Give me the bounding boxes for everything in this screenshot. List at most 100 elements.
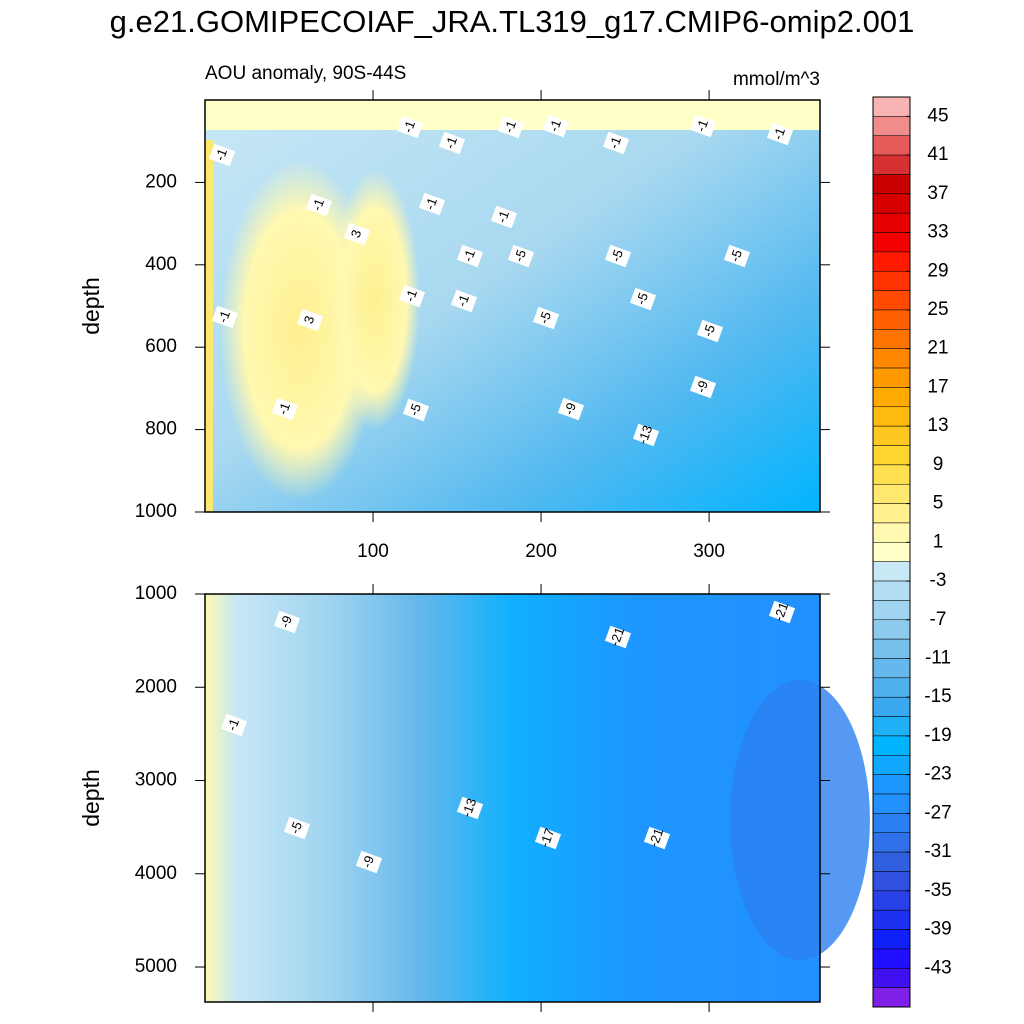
contour-label: -1 bbox=[402, 288, 420, 304]
colorbar-label: -15 bbox=[924, 686, 951, 707]
colorbar-box bbox=[872, 483, 911, 504]
colorbar-box bbox=[872, 793, 911, 814]
contour-label-box bbox=[273, 610, 301, 634]
contour-label-box bbox=[396, 115, 424, 139]
contour-label: -1 bbox=[606, 135, 624, 151]
contour-label: -1 bbox=[400, 119, 418, 135]
colorbar-box bbox=[872, 774, 911, 795]
colorbar-box bbox=[872, 813, 911, 833]
colorbar-box bbox=[872, 174, 911, 195]
x-tick-label: 200 bbox=[525, 541, 557, 562]
colorbar-box bbox=[872, 251, 911, 272]
colorbar-label: 1 bbox=[933, 531, 944, 552]
contour-label-box bbox=[438, 131, 466, 155]
contour-label: -13 bbox=[635, 423, 656, 446]
plot-frame bbox=[204, 593, 821, 1003]
colorbar-box bbox=[872, 96, 911, 117]
contour-label: -1 bbox=[494, 209, 512, 225]
contour-label-box bbox=[456, 796, 484, 820]
contour-label: -1 bbox=[770, 126, 788, 142]
contour-label-box bbox=[305, 193, 333, 217]
contour-label-box bbox=[604, 244, 632, 268]
colorbar-label: -23 bbox=[924, 764, 951, 785]
contour-label-box bbox=[450, 289, 478, 313]
contour-label: 3 bbox=[301, 314, 318, 326]
x-tick-label: 100 bbox=[357, 541, 389, 562]
top-field bbox=[205, 100, 820, 512]
colorbar-label: 25 bbox=[927, 299, 948, 320]
contour-label-box bbox=[355, 850, 383, 874]
contour-label: -1 bbox=[501, 119, 519, 135]
colorbar-label: 9 bbox=[933, 454, 944, 475]
title: g.e21.GOMIPECOIAF_JRA.TL319_g17.CMIP6-om… bbox=[110, 4, 915, 39]
contour-label: -1 bbox=[275, 401, 293, 417]
contour-label: -5 bbox=[511, 248, 529, 264]
contour-label-box bbox=[557, 397, 585, 421]
colorbar-box bbox=[872, 406, 911, 427]
contour-label-box bbox=[208, 143, 236, 167]
colorbar-label: 45 bbox=[927, 105, 948, 126]
contour-label: -5 bbox=[536, 310, 554, 326]
contour-label: -1 bbox=[422, 196, 440, 212]
colorbar-box bbox=[872, 154, 911, 175]
colorbar-box bbox=[872, 619, 911, 640]
contour-label: -5 bbox=[633, 291, 651, 307]
colorbar-box bbox=[872, 871, 911, 892]
colorbar-label: 29 bbox=[927, 260, 948, 281]
contour-label-box bbox=[643, 826, 671, 850]
contour-label-box bbox=[418, 192, 446, 216]
colorbar-label: -7 bbox=[930, 609, 947, 630]
contour-label: -1 bbox=[442, 135, 460, 151]
colorbar-box bbox=[872, 909, 911, 930]
colorbar-label: 5 bbox=[933, 493, 944, 514]
colorbar-box bbox=[872, 464, 911, 485]
colorbar-box bbox=[872, 696, 911, 717]
colorbar-box bbox=[872, 387, 911, 408]
colorbar-label: 17 bbox=[927, 376, 948, 397]
colorbar-box bbox=[872, 638, 911, 659]
contour-label: -9 bbox=[277, 614, 295, 630]
y-tick-label: 400 bbox=[145, 254, 177, 275]
colorbar-box bbox=[872, 851, 911, 872]
colorbar-box bbox=[872, 212, 911, 233]
contour-label: -1 bbox=[454, 293, 472, 309]
contour-label: -13 bbox=[459, 796, 480, 819]
x-tick-label: 300 bbox=[693, 541, 725, 562]
contour-label-box bbox=[766, 122, 794, 146]
contour-label-box bbox=[456, 244, 484, 268]
colorbar-box bbox=[872, 832, 911, 853]
colorbar-label: 21 bbox=[927, 338, 948, 359]
colorbar-box bbox=[872, 425, 911, 446]
colorbar-box bbox=[872, 271, 911, 291]
colorbar-label: -35 bbox=[924, 880, 951, 901]
contour-label: -1 bbox=[224, 717, 242, 733]
contour-label: -9 bbox=[693, 379, 711, 395]
colorbar-box bbox=[872, 677, 911, 698]
y-tick-label: 2000 bbox=[135, 676, 177, 697]
contour-label-box bbox=[497, 115, 525, 139]
contour-label-box bbox=[490, 205, 518, 229]
contour-label-box bbox=[723, 244, 751, 268]
colorbar-box bbox=[872, 503, 911, 524]
colorbar-box bbox=[872, 348, 911, 369]
contour-label-box bbox=[296, 308, 324, 332]
colorbar-box bbox=[872, 987, 911, 1008]
colorbar-box bbox=[872, 290, 911, 311]
colorbar-box bbox=[872, 232, 911, 253]
contour-label: -9 bbox=[561, 401, 579, 417]
contour-label: -1 bbox=[309, 197, 327, 213]
contour-label: -21 bbox=[771, 600, 792, 623]
colorbar-box bbox=[872, 658, 911, 679]
contour-label-box bbox=[398, 284, 426, 308]
colorbar-label: 33 bbox=[927, 222, 948, 243]
y-tick-label: 3000 bbox=[135, 770, 177, 791]
plot-frame bbox=[204, 99, 821, 513]
y-tick-label: 5000 bbox=[135, 956, 177, 977]
subtitle: AOU anomaly, 90S-44S bbox=[205, 63, 406, 84]
units: mmol/m^3 bbox=[733, 69, 820, 90]
y-tick-label: 4000 bbox=[135, 863, 177, 884]
contour-label-box bbox=[542, 114, 570, 138]
contour-label: -1 bbox=[215, 309, 233, 325]
colorbar-box bbox=[872, 329, 911, 349]
